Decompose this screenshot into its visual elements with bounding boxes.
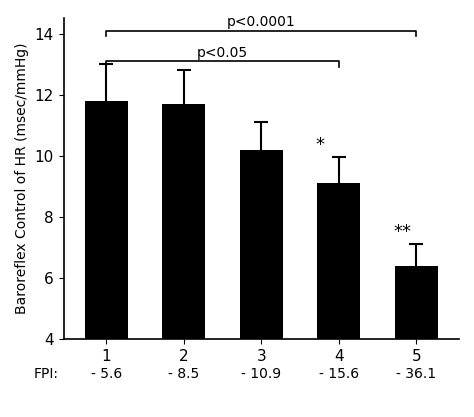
Bar	[318, 183, 360, 417]
Bar	[240, 150, 283, 417]
Text: - 5.6: - 5.6	[91, 367, 122, 382]
Text: - 10.9: - 10.9	[241, 367, 282, 382]
Y-axis label: Baroreflex Control of HR (msec/mmHg): Baroreflex Control of HR (msec/mmHg)	[15, 43, 29, 314]
Text: - 8.5: - 8.5	[168, 367, 200, 382]
Text: **: **	[393, 223, 411, 241]
Text: - 36.1: - 36.1	[396, 367, 437, 382]
Text: *: *	[316, 136, 325, 154]
Text: FPI:: FPI:	[34, 367, 59, 382]
Text: p<0.0001: p<0.0001	[227, 15, 296, 29]
Bar	[395, 266, 438, 417]
Text: - 15.6: - 15.6	[319, 367, 359, 382]
Bar	[163, 104, 205, 417]
Bar	[85, 101, 128, 417]
Text: p<0.05: p<0.05	[197, 45, 248, 60]
